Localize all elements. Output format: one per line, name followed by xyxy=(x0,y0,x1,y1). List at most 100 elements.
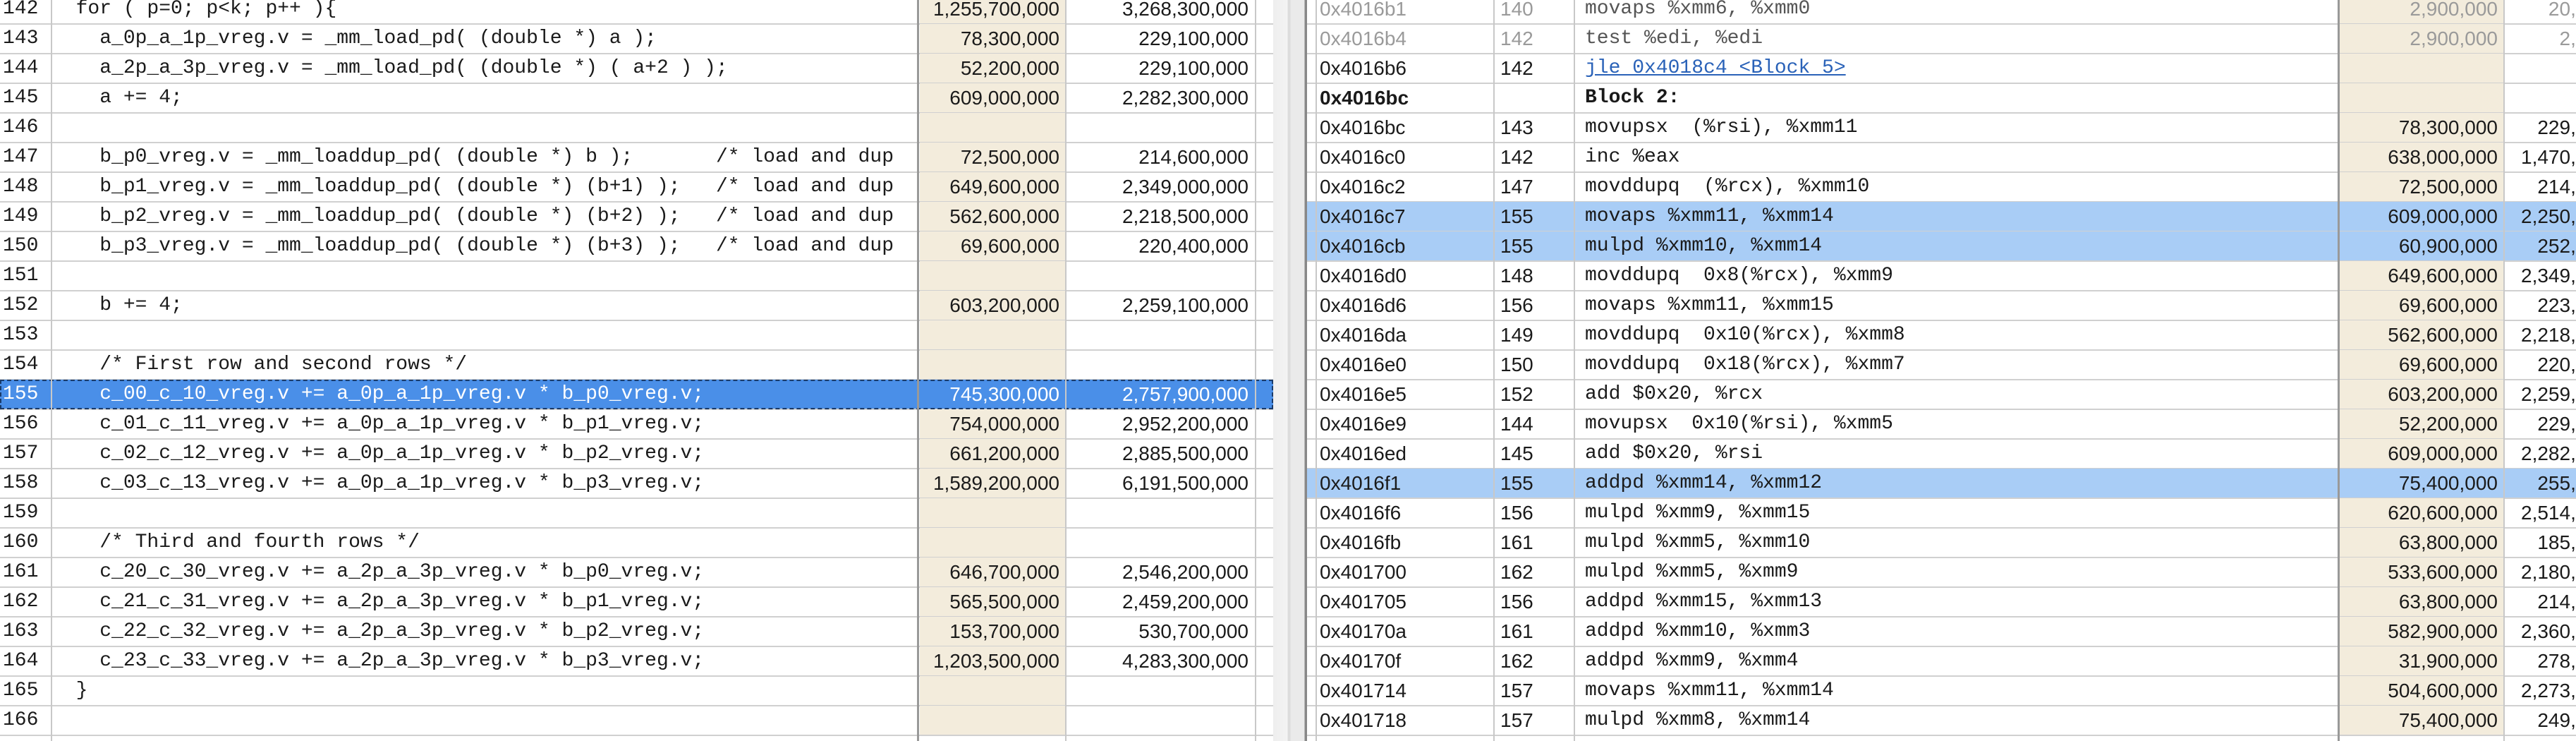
column-divider[interactable] xyxy=(1255,0,1256,741)
source-line-row[interactable]: 160 /* Third and fourth rows */ xyxy=(0,528,1273,558)
instruction-address: 0x401718 xyxy=(1320,709,1407,731)
source-line-row[interactable]: 152 b += 4; 603,200,000 2,259,100,000 xyxy=(0,291,1273,321)
disassembly-row[interactable]: 0x4016b4 142 test %edi, %edi 2,900,000 2,90 xyxy=(1307,24,2576,54)
jump-target-link[interactable]: jle 0x4018c4 <Block 5> xyxy=(1585,57,1846,79)
source-code-text: c_21_c_31_vreg.v += a_2p_a_3p_vreg.v * b… xyxy=(52,591,705,613)
column-divider[interactable] xyxy=(2503,0,2505,741)
sample-count-total: 2,757,900,000 xyxy=(1122,383,1248,405)
sample-count-self: 72,500,000 xyxy=(2340,172,2503,202)
source-line-row[interactable]: 156 c_01_c_11_vreg.v += a_0p_a_1p_vreg.v… xyxy=(0,409,1273,440)
instruction-text: add $0x20, %rsi xyxy=(1585,442,1763,464)
source-line-row[interactable]: 166 xyxy=(0,706,1273,736)
row-separator xyxy=(0,231,1273,232)
line-number: 144 xyxy=(3,57,39,79)
source-line-row[interactable]: 163 c_22_c_32_vreg.v += a_2p_a_3p_vreg.v… xyxy=(0,617,1273,647)
source-line-row[interactable]: 145 a += 4; 609,000,000 2,282,300,000 xyxy=(0,83,1273,114)
column-divider[interactable] xyxy=(1065,0,1067,741)
disassembly-row[interactable]: 0x4016bc 143 movupsx (%rsi), %xmm11 78,300,… xyxy=(1307,113,2576,143)
source-line-row[interactable]: 162 c_21_c_31_vreg.v += a_2p_a_3p_vreg.v… xyxy=(0,587,1273,618)
disassembly-row[interactable]: 0x40170a 161 addpd %xmm10, %xmm3 582,900,00… xyxy=(1307,617,2576,647)
disassembly-row[interactable]: 0x4016c0 142 inc %eax 638,000,000 1,470,30 xyxy=(1307,143,2576,173)
source-line-number: 142 xyxy=(1500,146,1533,168)
disassembly-row[interactable]: 0x4016da 149 movddupq 0x10(%rcx), %xmm8 562… xyxy=(1307,320,2576,351)
source-code-text xyxy=(52,261,917,291)
line-number: 147 xyxy=(3,146,39,168)
column-divider[interactable] xyxy=(1316,0,1317,741)
disassembly-row[interactable]: 0x4016fb 161 mulpd %xmm5, %xmm10 63,800,000… xyxy=(1307,528,2576,558)
sample-count-self: 1,255,700,000 xyxy=(920,0,1065,24)
source-line-row[interactable]: 164 c_23_c_33_vreg.v += a_2p_a_3p_vreg.v… xyxy=(0,646,1273,677)
disassembly-row[interactable]: 0x401705 156 addpd %xmm15, %xmm13 63,800,00… xyxy=(1307,587,2576,618)
sample-count-total xyxy=(1067,350,1254,380)
source-line-row[interactable]: 165 } xyxy=(0,676,1273,706)
source-line-row[interactable]: 158 c_03_c_13_vreg.v += a_0p_a_1p_vreg.v… xyxy=(0,469,1273,499)
disassembly-row[interactable]: 0x4016ed 145 add $0x20, %rsi 609,000,000 2,2… xyxy=(1307,439,2576,469)
source-line-row[interactable]: 150 b_p3_vreg.v = _mm_loaddup_pd( (doubl… xyxy=(0,231,1273,262)
source-line-row[interactable]: 151 xyxy=(0,261,1273,291)
column-divider[interactable] xyxy=(2338,0,2340,741)
source-line-row[interactable]: 159 xyxy=(0,498,1273,529)
disassembly-row[interactable]: 0x4016b1 140 movaps %xmm6, %xmm0 2,900,000 2… xyxy=(1307,0,2576,25)
sample-count-total: 185,60 xyxy=(2537,531,2576,553)
disassembly-row[interactable]: 0x4016e5 152 add $0x20, %rcx 603,200,000 2,2… xyxy=(1307,380,2576,410)
instruction-address: 0x401705 xyxy=(1320,591,1407,613)
source-line-row[interactable]: 147 b_p0_vreg.v = _mm_loaddup_pd( (doubl… xyxy=(0,143,1273,173)
source-line-row[interactable]: 142 for ( p=0; p<k; p++ ){1,255,700,000 3… xyxy=(0,0,1273,25)
sample-count-total: 2,218,50 xyxy=(2521,324,2576,346)
sample-count-self: 609,000,000 xyxy=(2340,202,2503,231)
disassembly-row[interactable]: 0x4016f6 156 mulpd %xmm9, %xmm15 620,600,00… xyxy=(1307,498,2576,529)
row-separator xyxy=(0,586,1273,588)
source-line-row[interactable]: 149 b_p2_vreg.v = _mm_loaddup_pd( (doubl… xyxy=(0,202,1273,232)
source-line-row[interactable]: 146 xyxy=(0,113,1273,143)
source-line-row[interactable]: 148 b_p1_vreg.v = _mm_loaddup_pd( (doubl… xyxy=(0,172,1273,203)
row-separator xyxy=(1307,320,2576,321)
disassembly-row[interactable]: 0x4016c2 147 movddupq (%rcx), %xmm10 72,500… xyxy=(1307,172,2576,203)
instruction-text: mulpd %xmm8, %xmm14 xyxy=(1585,709,1811,731)
row-separator xyxy=(0,438,1273,440)
source-view-pane[interactable]: 142 for ( p=0; p<k; p++ ){1,255,700,000 3… xyxy=(0,0,1273,741)
sample-count-self: 649,600,000 xyxy=(2340,261,2503,291)
disassembly-row[interactable]: 0x4016d0 148 movddupq 0x8(%rcx), %xmm9 649,… xyxy=(1307,261,2576,291)
column-divider[interactable] xyxy=(1493,0,1495,741)
row-separator xyxy=(0,498,1273,499)
source-line-number: 156 xyxy=(1500,502,1533,524)
disassembly-row[interactable]: 0x401714 157 movaps %xmm11, %xmm14 504,600,… xyxy=(1307,676,2576,706)
disassembly-row[interactable]: 0x4016bc Block 2: xyxy=(1307,83,2576,114)
source-line-row[interactable]: 144 a_2p_a_3p_vreg.v = _mm_load_pd( (dou… xyxy=(0,54,1273,84)
instruction-address: 0x4016da xyxy=(1320,324,1407,346)
sample-count-total: 2,250,40 xyxy=(2521,205,2576,227)
row-separator xyxy=(0,468,1273,469)
disassembly-row[interactable]: 0x4016f1 155 addpd %xmm14, %xmm12 75,400,00… xyxy=(1307,469,2576,499)
instruction-address: 0x4016b6 xyxy=(1320,57,1407,79)
disassembly-row[interactable]: 0x4016b6 142 jle 0x4018c4 <Block 5> xyxy=(1307,54,2576,84)
instruction-address: 0x4016b1 xyxy=(1320,0,1407,20)
source-code-text: c_03_c_13_vreg.v += a_0p_a_1p_vreg.v * b… xyxy=(52,472,705,494)
disassembly-row[interactable]: 0x40170f 162 addpd %xmm9, %xmm4 31,900,000 2… xyxy=(1307,646,2576,677)
row-separator xyxy=(0,646,1273,647)
source-code-text: c_01_c_11_vreg.v += a_0p_a_1p_vreg.v * b… xyxy=(52,413,705,435)
disassembly-row[interactable]: 0x4016d6 156 movaps %xmm11, %xmm15 69,600,0… xyxy=(1307,291,2576,321)
source-line-row[interactable]: 153 xyxy=(0,320,1273,351)
instruction-address: 0x4016c7 xyxy=(1320,205,1406,227)
disassembly-row[interactable]: 0x401718 157 mulpd %xmm8, %xmm14 75,400,000… xyxy=(1307,706,2576,736)
source-line-row[interactable]: 161 c_20_c_30_vreg.v += a_2p_a_3p_vreg.v… xyxy=(0,558,1273,588)
source-line-row[interactable]: 155 c_00_c_10_vreg.v += a_0p_a_1p_vreg.v… xyxy=(0,380,1273,410)
sample-count-total: 2,546,200,000 xyxy=(1122,561,1248,583)
column-divider[interactable] xyxy=(1574,0,1575,741)
source-line-row[interactable]: 157 c_02_c_12_vreg.v += a_0p_a_1p_vreg.v… xyxy=(0,439,1273,469)
disassembly-row[interactable]: 0x4016e9 144 movupsx 0x10(%rsi), %xmm5 52,2… xyxy=(1307,409,2576,440)
disassembly-row[interactable]: 0x401700 162 mulpd %xmm5, %xmm9 533,600,000… xyxy=(1307,558,2576,588)
sample-count-self: 620,600,000 xyxy=(2340,498,2503,528)
disassembly-row[interactable]: 0x4016cb 155 mulpd %xmm10, %xmm14 60,900,00… xyxy=(1307,231,2576,262)
source-line-row[interactable]: 143 a_0p_a_1p_vreg.v = _mm_load_pd( (dou… xyxy=(0,24,1273,54)
instruction-address: 0x4016e9 xyxy=(1320,413,1407,435)
split-pane-handle[interactable] xyxy=(1273,0,1307,741)
disassembly-row[interactable]: 0x4016e0 150 movddupq 0x18(%rcx), %xmm7 69,… xyxy=(1307,350,2576,380)
disassembly-row[interactable]: 0x4016c7 155 movaps %xmm11, %xmm14 609,000,… xyxy=(1307,202,2576,232)
column-divider[interactable] xyxy=(917,0,919,741)
disassembly-view-pane[interactable]: 0x4016b1 140 movaps %xmm6, %xmm0 2,900,000 2… xyxy=(1307,0,2576,741)
sample-count-self: 603,200,000 xyxy=(920,291,1065,320)
column-divider[interactable] xyxy=(51,0,52,741)
sample-count-total: 4,283,300,000 xyxy=(1122,650,1248,672)
source-line-row[interactable]: 154 /* First row and second rows */ xyxy=(0,350,1273,380)
